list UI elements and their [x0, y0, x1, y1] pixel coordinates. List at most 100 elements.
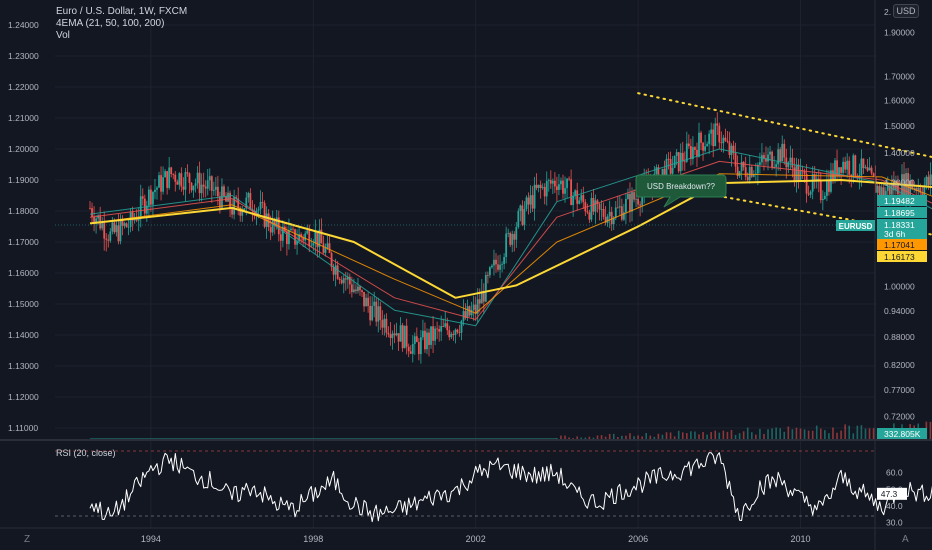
candle-body: [359, 286, 361, 291]
candle-body: [147, 189, 150, 206]
candle-body: [655, 167, 658, 174]
candle-body: [316, 231, 319, 248]
candle-body: [150, 189, 152, 205]
candle-body: [641, 192, 644, 206]
candle-body: [836, 160, 838, 177]
candle-body: [208, 176, 211, 181]
right-price-axis[interactable]: 2. 1.90000 1.70000 1.60000 1.50000 1.40000 1.3…: [884, 7, 915, 422]
candle-body: [596, 200, 599, 204]
candle-body: [271, 219, 274, 233]
candle-body: [726, 140, 729, 142]
candle-body: [407, 346, 410, 352]
candle-body: [363, 292, 365, 307]
candle-body: [501, 263, 503, 265]
candle-body: [478, 299, 481, 304]
price-badge: 1.16173: [877, 251, 927, 262]
candle-body: [671, 167, 674, 174]
rsi-axis[interactable]: 60.050.040.030.047.3: [877, 468, 907, 528]
zoom-button[interactable]: Z: [24, 534, 31, 545]
candle-body: [216, 186, 219, 197]
symbol-title[interactable]: Euro / U.S. Dollar, 1W, FXCM: [56, 6, 188, 17]
currency-button[interactable]: USD: [893, 4, 919, 18]
candle-body: [314, 231, 317, 243]
candle-body: [458, 332, 461, 333]
volume-label[interactable]: Vol: [56, 30, 70, 41]
time-axis-tick: 2002: [466, 534, 486, 544]
annotation-callout[interactable]: USD Breakdown??: [635, 174, 727, 208]
candle-body: [759, 162, 761, 165]
volume-bar: [673, 436, 676, 440]
candle-body: [689, 146, 692, 160]
left-axis-tick: 1.22000: [8, 82, 39, 92]
time-axis-tick: 2010: [790, 534, 810, 544]
price-badge-text: 1.16173: [884, 252, 915, 262]
trend-channel[interactable]: [637, 92, 932, 291]
candle-body: [732, 145, 735, 154]
candle-body: [929, 174, 932, 185]
candle-body: [365, 297, 367, 307]
candle-body: [665, 158, 668, 184]
candle-body: [817, 178, 820, 181]
volume-bar: [820, 428, 822, 440]
candle-body: [428, 332, 430, 345]
candle-body: [249, 193, 252, 210]
indicator-label[interactable]: 4EMA (21, 50, 100, 200): [56, 18, 165, 29]
candle-body: [123, 223, 126, 226]
ema100-line: [89, 173, 932, 314]
symbol-badge[interactable]: EURUSD: [836, 220, 875, 231]
left-axis-tick: 1.12000: [8, 392, 39, 402]
candle-body: [188, 173, 191, 183]
candle-body: [560, 180, 562, 185]
candle-body: [625, 198, 627, 213]
candle-body: [103, 223, 106, 239]
candle-body: [357, 286, 359, 292]
candle-body: [917, 187, 920, 191]
candle-body: [622, 212, 625, 220]
candle-body: [633, 192, 635, 200]
left-axis-tick: 1.13000: [8, 361, 39, 371]
symbol-badge-text: EURUSD: [839, 222, 873, 231]
candle-body: [241, 210, 244, 216]
candle-body: [131, 212, 134, 221]
candle-body: [608, 211, 611, 217]
candle-body: [202, 184, 205, 187]
rsi-axis-tick: 40.0: [886, 501, 903, 511]
candle-body: [779, 149, 782, 162]
left-price-axis[interactable]: 1.24000 1.23000 1.22000 1.21000 1.20000 1.190…: [8, 20, 39, 433]
time-axis[interactable]: 1994199820022006201020142018202220262030: [141, 534, 932, 544]
candle-body: [722, 137, 725, 144]
annotation-bubble[interactable]: [635, 174, 727, 208]
candle-body: [854, 155, 857, 176]
candle-body: [389, 334, 392, 339]
candle-body: [178, 173, 181, 185]
left-axis-tick: 1.20000: [8, 144, 39, 154]
candle-body: [588, 212, 591, 220]
volume-bar: [714, 430, 717, 440]
candle-body: [290, 228, 292, 231]
price-badge-bg: [877, 251, 927, 262]
volume-bar: [702, 432, 704, 440]
price-badge-text: 1.19482: [884, 196, 915, 206]
candle-body: [580, 195, 583, 201]
candle-body: [105, 238, 108, 240]
rsi-value-badge: 47.3: [877, 487, 907, 500]
candle-body: [204, 186, 207, 189]
candle-body: [720, 142, 723, 144]
candle-body: [312, 242, 315, 246]
volume-bar: [864, 428, 867, 440]
candle-body: [160, 175, 162, 192]
candle-body: [598, 203, 601, 210]
auto-scale-button[interactable]: A: [902, 534, 909, 545]
candle-body: [704, 146, 706, 151]
candle-body: [710, 129, 713, 134]
candle-body: [683, 161, 686, 163]
candle-body: [866, 167, 869, 171]
volume-bar: [726, 431, 729, 440]
candle-body: [486, 274, 489, 276]
volume-bar: [649, 435, 652, 440]
candle-body: [878, 186, 881, 196]
